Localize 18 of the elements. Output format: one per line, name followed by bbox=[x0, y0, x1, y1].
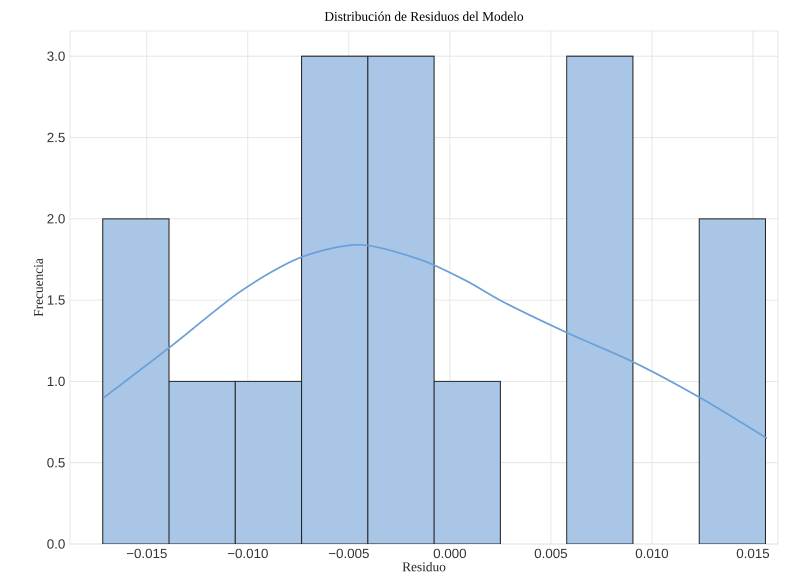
x-tick-label: −0.005 bbox=[328, 548, 369, 558]
x-tick-label: 0.005 bbox=[534, 548, 568, 558]
y-tick-label: 2.5 bbox=[47, 132, 65, 142]
x-tick-label: 0.000 bbox=[434, 548, 466, 558]
y-tick-label: 0.5 bbox=[47, 458, 65, 468]
line-series bbox=[102, 244, 768, 440]
x-tick-label: −0.010 bbox=[228, 548, 268, 558]
chart-title: Distribución de Residuos del Modelo bbox=[324, 12, 524, 21]
x-tick-label: 0.010 bbox=[636, 548, 668, 558]
y-tick-label: 1.5 bbox=[48, 295, 65, 305]
y-tick-label: 1.0 bbox=[48, 376, 65, 386]
y-axis-title: Frecuencia bbox=[34, 258, 43, 316]
x-axis-title: Residuo bbox=[402, 562, 446, 572]
x-tick-label: 0.015 bbox=[736, 548, 770, 558]
y-tick-label: 0.0 bbox=[47, 539, 65, 549]
x-tick-label: −0.015 bbox=[126, 548, 167, 558]
y-tick-label: 2.0 bbox=[47, 214, 65, 224]
y-tick-label: 3.0 bbox=[47, 51, 65, 61]
